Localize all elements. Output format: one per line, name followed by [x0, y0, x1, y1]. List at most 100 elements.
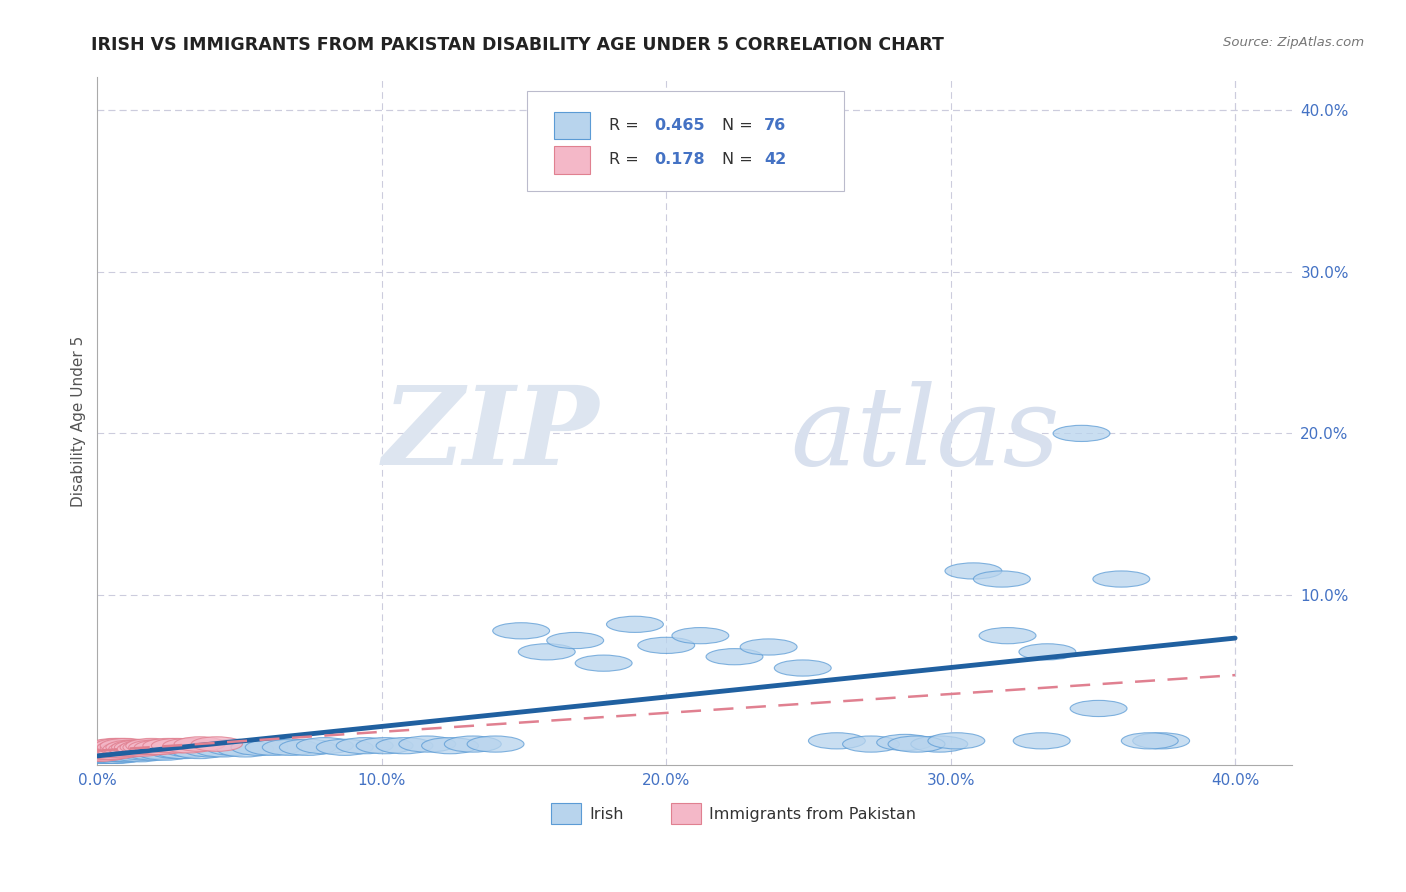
- Ellipse shape: [100, 746, 157, 762]
- Ellipse shape: [245, 739, 302, 756]
- Ellipse shape: [149, 742, 205, 758]
- Ellipse shape: [105, 740, 157, 755]
- Bar: [554, 112, 589, 139]
- Ellipse shape: [80, 744, 138, 760]
- Text: N =: N =: [723, 153, 758, 168]
- Ellipse shape: [120, 740, 172, 755]
- Ellipse shape: [108, 744, 166, 760]
- Ellipse shape: [606, 616, 664, 632]
- Ellipse shape: [103, 742, 160, 758]
- Ellipse shape: [547, 632, 603, 648]
- Ellipse shape: [842, 736, 900, 752]
- Ellipse shape: [97, 743, 149, 758]
- Ellipse shape: [191, 737, 242, 751]
- Ellipse shape: [86, 746, 143, 762]
- Ellipse shape: [1070, 700, 1128, 716]
- Ellipse shape: [114, 742, 172, 758]
- Ellipse shape: [706, 648, 763, 665]
- Ellipse shape: [100, 741, 152, 756]
- Ellipse shape: [135, 740, 186, 755]
- Ellipse shape: [143, 741, 200, 757]
- Text: atlas: atlas: [790, 381, 1060, 489]
- Text: R =: R =: [609, 153, 644, 168]
- Ellipse shape: [91, 743, 143, 758]
- Ellipse shape: [100, 739, 152, 753]
- Ellipse shape: [83, 747, 141, 764]
- Ellipse shape: [86, 742, 143, 758]
- Ellipse shape: [83, 741, 135, 756]
- Ellipse shape: [97, 744, 155, 760]
- Ellipse shape: [174, 737, 225, 751]
- Ellipse shape: [86, 743, 138, 758]
- Ellipse shape: [928, 732, 984, 749]
- Ellipse shape: [89, 739, 141, 753]
- Ellipse shape: [152, 739, 202, 753]
- Ellipse shape: [889, 736, 945, 752]
- Ellipse shape: [114, 740, 166, 755]
- Ellipse shape: [77, 744, 135, 760]
- Ellipse shape: [80, 740, 132, 755]
- Text: 42: 42: [763, 153, 786, 168]
- Ellipse shape: [103, 741, 155, 756]
- Bar: [554, 146, 589, 174]
- Ellipse shape: [575, 655, 633, 672]
- Ellipse shape: [672, 628, 728, 644]
- Ellipse shape: [1092, 571, 1150, 587]
- Ellipse shape: [72, 747, 122, 761]
- Ellipse shape: [638, 637, 695, 654]
- Ellipse shape: [111, 740, 163, 755]
- Ellipse shape: [808, 732, 865, 749]
- Ellipse shape: [75, 743, 125, 758]
- Y-axis label: Disability Age Under 5: Disability Age Under 5: [72, 335, 86, 507]
- Ellipse shape: [399, 736, 456, 752]
- Ellipse shape: [91, 740, 143, 755]
- Ellipse shape: [91, 746, 149, 762]
- Ellipse shape: [877, 734, 934, 750]
- Ellipse shape: [77, 747, 128, 761]
- Ellipse shape: [89, 747, 146, 764]
- Text: IRISH VS IMMIGRANTS FROM PAKISTAN DISABILITY AGE UNDER 5 CORRELATION CHART: IRISH VS IMMIGRANTS FROM PAKISTAN DISABI…: [91, 36, 945, 54]
- Ellipse shape: [1122, 732, 1178, 749]
- Ellipse shape: [86, 740, 138, 755]
- Ellipse shape: [91, 742, 149, 758]
- Ellipse shape: [86, 745, 138, 759]
- Ellipse shape: [128, 740, 180, 755]
- Bar: [551, 803, 581, 823]
- Ellipse shape: [80, 746, 138, 762]
- Ellipse shape: [89, 744, 146, 760]
- Ellipse shape: [83, 745, 135, 759]
- Text: ZIP: ZIP: [382, 381, 599, 489]
- Ellipse shape: [1133, 732, 1189, 749]
- Ellipse shape: [72, 747, 128, 764]
- Ellipse shape: [336, 738, 394, 754]
- Ellipse shape: [80, 745, 132, 759]
- Ellipse shape: [117, 744, 174, 760]
- Ellipse shape: [105, 744, 163, 760]
- Ellipse shape: [111, 746, 169, 762]
- Ellipse shape: [83, 744, 141, 760]
- Bar: [671, 803, 700, 823]
- Text: Source: ZipAtlas.com: Source: ZipAtlas.com: [1223, 36, 1364, 49]
- Ellipse shape: [108, 741, 160, 756]
- Ellipse shape: [172, 742, 228, 758]
- Ellipse shape: [94, 739, 146, 753]
- Ellipse shape: [94, 746, 152, 762]
- Ellipse shape: [263, 739, 319, 756]
- Ellipse shape: [444, 736, 502, 752]
- Ellipse shape: [132, 742, 188, 758]
- Ellipse shape: [77, 741, 128, 756]
- Ellipse shape: [155, 742, 211, 758]
- FancyBboxPatch shape: [527, 91, 844, 191]
- Ellipse shape: [122, 740, 174, 755]
- Ellipse shape: [94, 741, 146, 756]
- Ellipse shape: [492, 623, 550, 639]
- Ellipse shape: [356, 738, 413, 754]
- Ellipse shape: [94, 744, 152, 760]
- Ellipse shape: [945, 563, 1002, 579]
- Ellipse shape: [75, 746, 132, 762]
- Ellipse shape: [519, 644, 575, 660]
- Ellipse shape: [117, 741, 169, 756]
- Text: Irish: Irish: [589, 807, 624, 822]
- Ellipse shape: [183, 741, 239, 757]
- Ellipse shape: [77, 745, 128, 759]
